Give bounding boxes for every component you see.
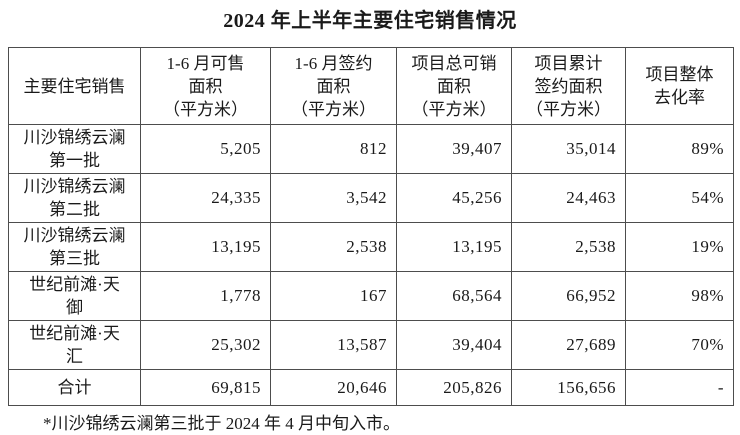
contracted-area-cell: 2,538	[270, 222, 397, 272]
contracted-area-cell: 812	[270, 124, 397, 174]
project-name-cell: 川沙锦绣云澜 第一批	[8, 124, 141, 174]
sales-table: 主要住宅销售 1-6 月可售 面积 （平方米） 1-6 月签约 面积 （平方米）…	[8, 47, 734, 406]
table-row: 世纪前滩·天 汇 25,302 13,587 39,404 27,689 70%	[8, 320, 734, 370]
col-header-project: 主要住宅销售	[8, 47, 141, 125]
available-area-cell: 24,335	[140, 173, 271, 223]
project-name-cell: 川沙锦绣云澜 第三批	[8, 222, 141, 272]
table-row: 川沙锦绣云澜 第二批 24,335 3,542 45,256 24,463 54…	[8, 173, 734, 223]
available-area-cell: 13,195	[140, 222, 271, 272]
available-area-cell: 1,778	[140, 271, 271, 321]
table-row: 川沙锦绣云澜 第三批 13,195 2,538 13,195 2,538 19%	[8, 222, 734, 272]
table-row: 世纪前滩·天 御 1,778 167 68,564 66,952 98%	[8, 271, 734, 321]
total-sellable-area-cell: 39,407	[396, 124, 512, 174]
total-row: 合计 69,815 20,646 205,826 156,656 -	[8, 369, 734, 406]
col-header-contracted-area: 1-6 月签约 面积 （平方米）	[270, 47, 397, 125]
available-area-cell: 5,205	[140, 124, 271, 174]
total-sellable-area-cell: 39,404	[396, 320, 512, 370]
footnote: *川沙锦绣云澜第三批于 2024 年 4 月中旬入市。	[43, 414, 400, 433]
project-name-cell: 世纪前滩·天 御	[8, 271, 141, 321]
col-header-available-area: 1-6 月可售 面积 （平方米）	[140, 47, 271, 125]
rate-cell: 70%	[625, 320, 734, 370]
table-row: 川沙锦绣云澜 第一批 5,205 812 39,407 35,014 89%	[8, 124, 734, 174]
project-name-cell: 川沙锦绣云澜 第二批	[8, 173, 141, 223]
contracted-area-cell: 13,587	[270, 320, 397, 370]
total-sellable-area-cell: 68,564	[396, 271, 512, 321]
contracted-area-cell: 167	[270, 271, 397, 321]
cumulative-contracted-area-cell: 35,014	[511, 124, 626, 174]
cumulative-contracted-area-cell: 156,656	[511, 369, 626, 406]
cumulative-contracted-area-cell: 2,538	[511, 222, 626, 272]
total-sellable-area-cell: 13,195	[396, 222, 512, 272]
cumulative-contracted-area-cell: 27,689	[511, 320, 626, 370]
project-name-cell: 合计	[8, 369, 141, 406]
cumulative-contracted-area-cell: 66,952	[511, 271, 626, 321]
header-row: 主要住宅销售 1-6 月可售 面积 （平方米） 1-6 月签约 面积 （平方米）…	[8, 47, 734, 125]
available-area-cell: 25,302	[140, 320, 271, 370]
col-header-cumulative-contracted-area: 项目累计 签约面积 （平方米）	[511, 47, 626, 125]
project-name-cell: 世纪前滩·天 汇	[8, 320, 141, 370]
col-header-overall-rate: 项目整体 去化率	[625, 47, 734, 125]
contracted-area-cell: 3,542	[270, 173, 397, 223]
total-sellable-area-cell: 205,826	[396, 369, 512, 406]
rate-cell: 19%	[625, 222, 734, 272]
rate-cell: 54%	[625, 173, 734, 223]
total-sellable-area-cell: 45,256	[396, 173, 512, 223]
col-header-total-sellable-area: 项目总可销 面积 （平方米）	[396, 47, 512, 125]
rate-cell: -	[625, 369, 734, 406]
rate-cell: 89%	[625, 124, 734, 174]
available-area-cell: 69,815	[140, 369, 271, 406]
page-title: 2024 年上半年主要住宅销售情况	[223, 10, 517, 32]
cumulative-contracted-area-cell: 24,463	[511, 173, 626, 223]
contracted-area-cell: 20,646	[270, 369, 397, 406]
rate-cell: 98%	[625, 271, 734, 321]
